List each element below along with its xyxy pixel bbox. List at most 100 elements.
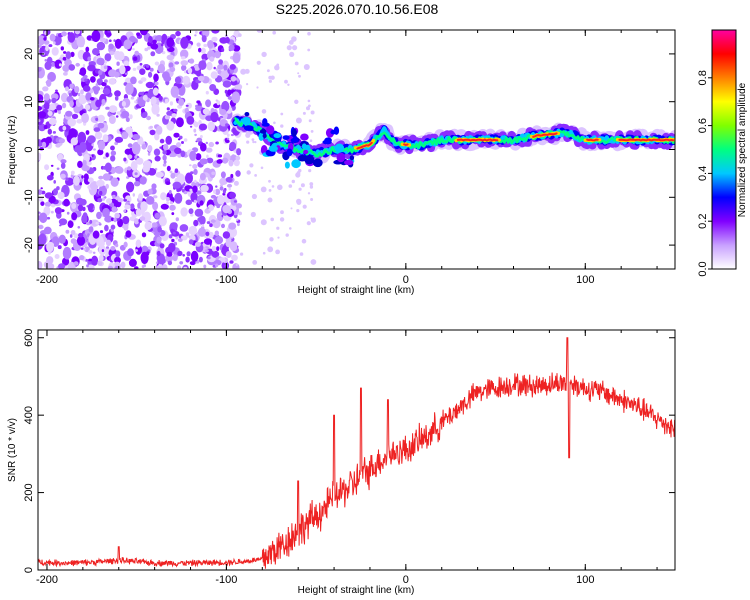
noise-speck <box>115 115 119 118</box>
noise-speck <box>154 212 161 219</box>
noise-speck <box>52 131 57 134</box>
noise-speck <box>294 99 299 105</box>
noise-speck <box>196 42 201 47</box>
bottom-x-tick-label: -200 <box>36 574 58 586</box>
noise-speck <box>220 70 230 79</box>
ridge-blob <box>304 144 311 152</box>
noise-speck <box>99 230 104 234</box>
noise-speck <box>78 94 87 105</box>
noise-speck <box>205 141 208 145</box>
noise-speck <box>50 210 54 214</box>
noise-speck <box>227 96 233 100</box>
ridge-blob <box>258 132 264 141</box>
noise-speck <box>211 36 218 42</box>
noise-speck <box>189 150 197 161</box>
noise-speck <box>267 197 273 203</box>
noise-speck <box>43 40 50 45</box>
noise-speck <box>73 233 79 239</box>
noise-speck <box>102 207 110 218</box>
noise-speck <box>136 32 141 37</box>
noise-speck <box>119 128 123 132</box>
noise-speck <box>181 188 185 193</box>
noise-speck <box>159 146 162 149</box>
noise-speck <box>256 60 261 65</box>
noise-speck <box>228 159 234 167</box>
noise-speck <box>59 224 62 227</box>
noise-speck <box>58 263 66 269</box>
noise-speck <box>139 216 146 222</box>
noise-speck <box>153 195 158 199</box>
colorbar-frame <box>711 29 737 270</box>
noise-speck <box>152 39 157 44</box>
noise-speck <box>219 186 224 191</box>
noise-speck <box>140 201 148 212</box>
noise-speck <box>166 121 175 131</box>
ridge-blob <box>242 116 251 126</box>
noise-speck <box>144 221 152 231</box>
noise-speck <box>149 67 154 72</box>
noise-speck <box>71 203 77 209</box>
noise-speck <box>62 51 67 54</box>
noise-speck <box>121 101 126 107</box>
ridge-blob <box>243 125 254 131</box>
noise-speck <box>310 198 314 201</box>
noise-speck <box>116 111 122 115</box>
noise-speck <box>298 187 302 191</box>
noise-speck <box>170 172 176 179</box>
noise-speck <box>237 33 242 37</box>
noise-speck <box>134 181 141 187</box>
noise-speck <box>123 60 130 67</box>
ridge-peak-band <box>356 141 373 150</box>
noise-speck <box>168 62 174 69</box>
noise-speck <box>108 105 118 113</box>
noise-speck <box>256 86 259 89</box>
noise-speck <box>58 110 61 115</box>
noise-speck <box>76 35 86 48</box>
noise-speck <box>88 203 94 210</box>
noise-speck <box>204 249 209 253</box>
noise-speck <box>171 238 175 243</box>
noise-speck <box>91 30 101 42</box>
noise-speck <box>132 193 135 197</box>
bottom-y-tick-label: 400 <box>23 406 35 424</box>
noise-speck <box>271 185 275 188</box>
noise-speck <box>307 48 311 52</box>
noise-speck <box>97 260 103 266</box>
ridge-blob <box>282 135 290 141</box>
noise-speck <box>166 200 170 205</box>
noise-speck <box>172 254 178 262</box>
noise-speck <box>85 92 92 101</box>
noise-speck <box>189 261 196 266</box>
noise-speck <box>240 68 247 75</box>
noise-speck <box>49 195 56 204</box>
noise-speck <box>148 71 153 78</box>
ridge-blob <box>349 155 355 161</box>
noise-speck <box>208 141 215 148</box>
noise-speck <box>162 150 167 155</box>
ridge-blob <box>312 158 323 168</box>
noise-speck <box>168 242 176 252</box>
noise-speck <box>213 66 216 70</box>
noise-speck <box>179 261 184 265</box>
ridge-peak-band <box>403 143 409 146</box>
noise-speck <box>214 50 221 59</box>
noise-speck <box>302 204 307 209</box>
noise-speck <box>74 30 81 35</box>
noise-speck <box>58 218 68 226</box>
ridge-peak-band <box>532 132 558 138</box>
noise-speck <box>158 216 167 227</box>
noise-speck <box>120 110 130 119</box>
noise-speck <box>296 198 302 205</box>
noise-speck <box>110 246 116 251</box>
noise-speck <box>163 160 167 164</box>
ridge-blob <box>291 159 301 169</box>
noise-speck <box>200 47 206 54</box>
noise-speck <box>40 99 43 103</box>
noise-speck <box>98 175 104 180</box>
noise-speck <box>90 76 96 83</box>
noise-speck <box>70 230 76 235</box>
noise-speck <box>38 125 43 129</box>
noise-speck <box>130 76 137 85</box>
noise-speck <box>53 180 56 184</box>
noise-speck <box>89 97 95 101</box>
